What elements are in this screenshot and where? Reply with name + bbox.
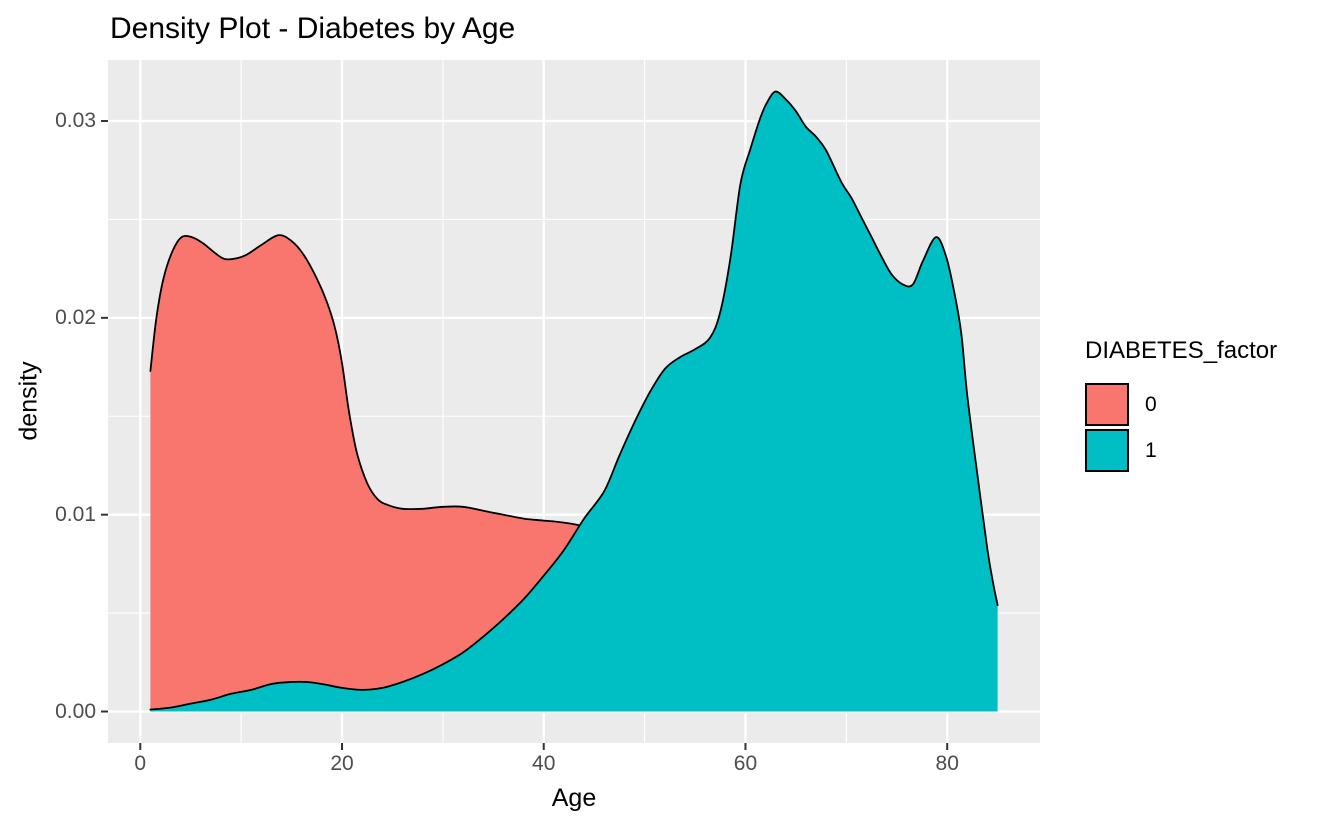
density-outline-1 [149,90,999,711]
legend-swatch-0 [1085,383,1129,426]
y-tick-label: 0.03 [55,109,96,133]
x-tick-label: 0 [134,752,147,775]
legend-entry-label: 1 [1145,438,1157,462]
legend-swatch-1 [1085,429,1129,472]
y-axis-title: density [14,361,43,441]
plot-title: Density Plot - Diabetes by Age [110,12,516,45]
x-tick-label: 80 [935,752,959,775]
y-tick-label: 0.01 [55,502,96,526]
legend-title: DIABETES_factor [1085,337,1278,364]
x-tick-label: 60 [733,752,758,775]
x-tick-label: 40 [532,752,556,775]
x-axis-title: Age [551,784,597,812]
legend-entry-0: 0 [1085,383,1277,426]
density-area-0 [150,235,847,712]
y-tick-label: 0.02 [55,305,96,329]
y-tick-label: 0.00 [55,699,96,723]
legend-entry-label: 0 [1145,392,1157,416]
legend-entry-1: 1 [1085,429,1277,472]
x-tick-label: 20 [330,752,354,775]
density-area-1 [150,91,998,712]
